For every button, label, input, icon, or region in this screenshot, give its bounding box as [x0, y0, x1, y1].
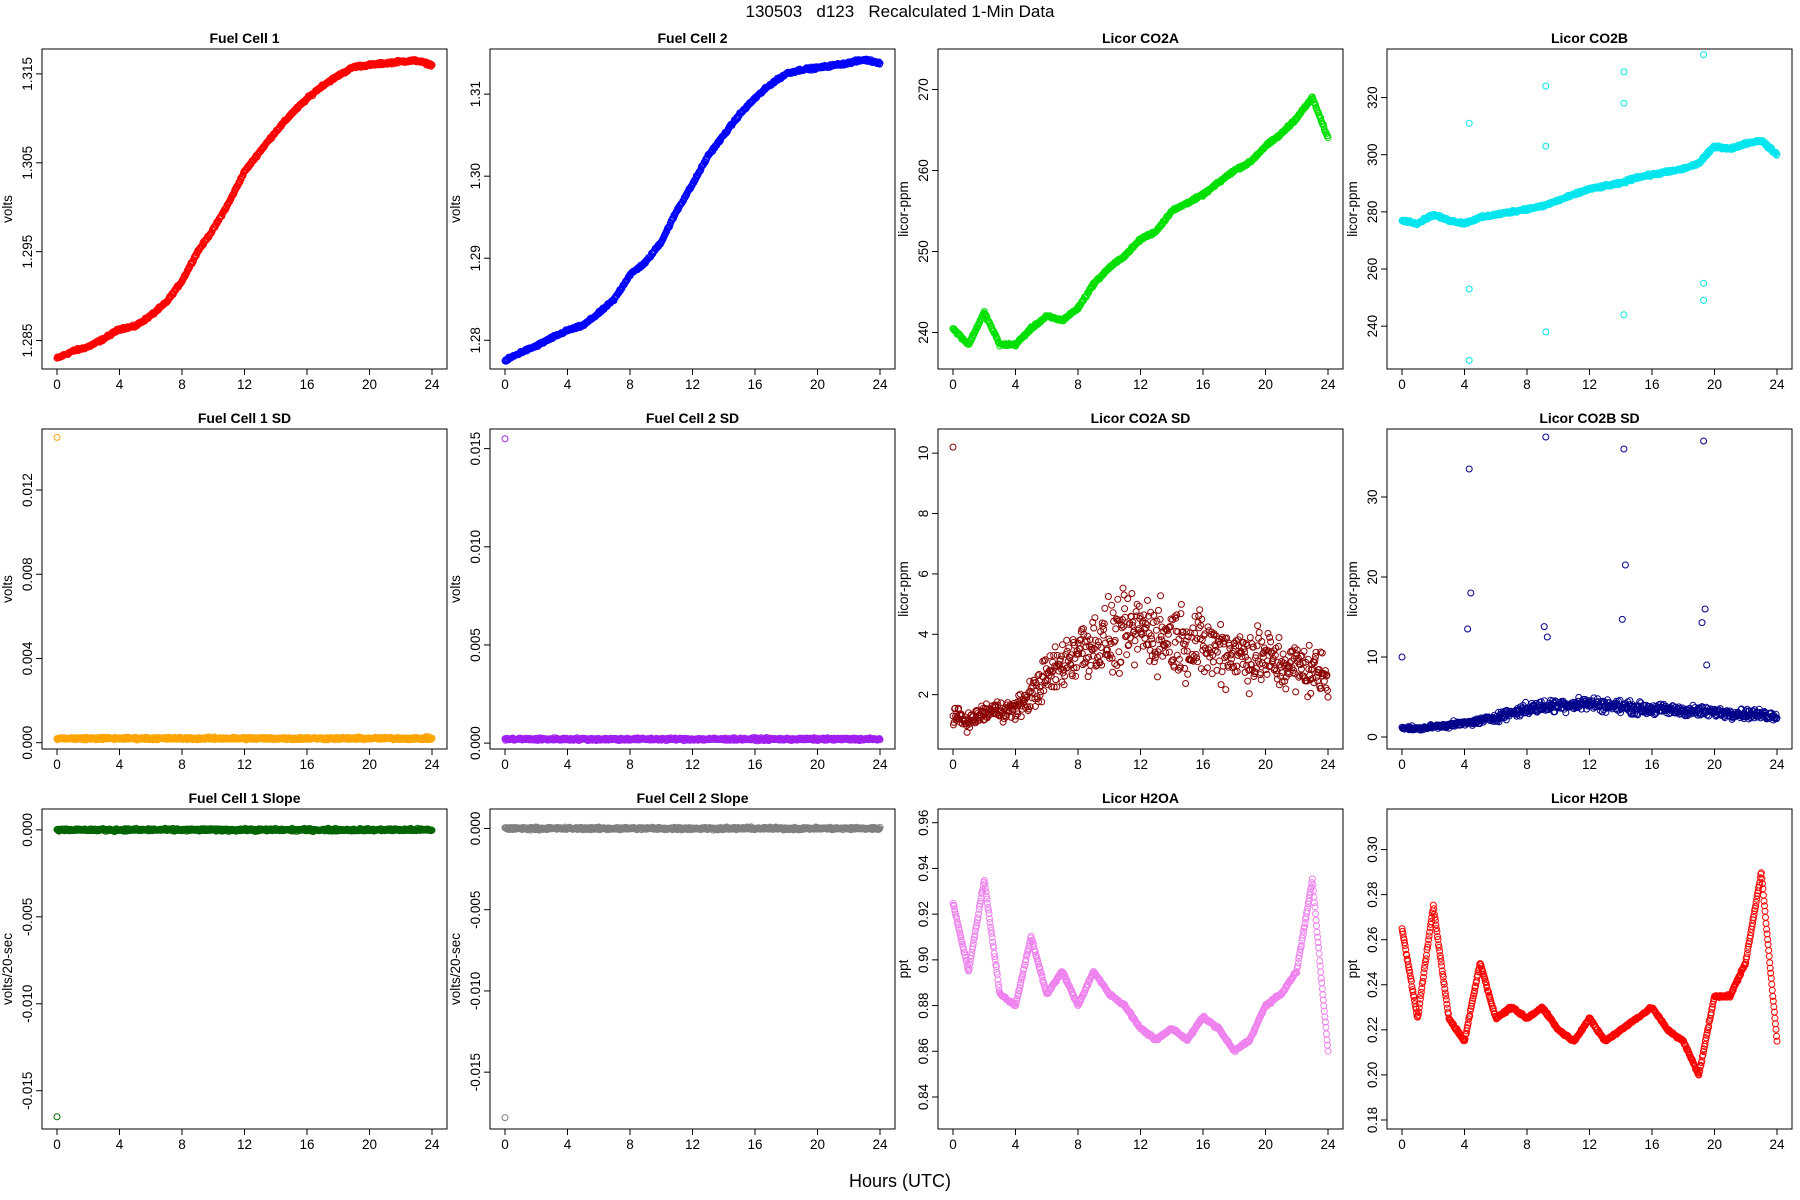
y-tick-label: 250 [916, 240, 931, 263]
x-tick-label: 0 [501, 377, 509, 392]
x-tick-label: 0 [53, 377, 61, 392]
y-tick-label: 240 [916, 321, 931, 344]
x-tick-label: 8 [1074, 377, 1082, 392]
x-tick-label: 24 [1320, 377, 1336, 392]
x-tick-label: 24 [424, 377, 440, 392]
chart-title: Licor CO2A [1102, 30, 1179, 46]
y-tick-label: 1.31 [468, 81, 483, 107]
data-point [428, 61, 436, 69]
x-tick-label: 4 [564, 377, 572, 392]
y-tick-label: 1.28 [468, 327, 483, 353]
x-tick-label: 8 [178, 377, 186, 392]
plot-frame [41, 48, 448, 370]
x-tick-label: 16 [299, 377, 314, 392]
x-tick-label: 12 [1133, 377, 1148, 392]
x-tick-label: 20 [362, 377, 377, 392]
x-tick-label: 12 [685, 377, 700, 392]
y-tick-label: 270 [916, 78, 931, 101]
y-tick-label: 1.30 [468, 163, 483, 189]
data-point [715, 138, 723, 146]
series-points [53, 56, 436, 362]
y-tick-label: 1.295 [20, 235, 35, 269]
x-tick-label: 8 [626, 377, 634, 392]
y-tick-label: 1.29 [468, 245, 483, 271]
x-tick-label: 16 [1195, 377, 1210, 392]
x-tick-label: 4 [116, 377, 124, 392]
y-tick-label: 1.315 [20, 57, 35, 91]
y-tick-label: 1.285 [20, 324, 35, 358]
series-points [501, 55, 884, 365]
y-axis-label: licor-ppm [896, 181, 911, 237]
x-tick-label: 16 [747, 377, 762, 392]
data-point [876, 59, 884, 67]
x-tick-label: 24 [872, 377, 888, 392]
x-tick-label: 20 [1258, 377, 1273, 392]
data-point [709, 147, 717, 155]
x-tick-label: 4 [1012, 377, 1020, 392]
chart-title: Fuel Cell 1 [209, 30, 279, 46]
x-tick-label: 0 [949, 377, 957, 392]
y-axis-label: volts [0, 195, 15, 223]
figure-title: 130503 d123 Recalculated 1-Min Data [745, 2, 1055, 21]
chart-title: Fuel Cell 2 [657, 30, 727, 46]
y-tick-label: 1.305 [20, 146, 35, 180]
x-tick-label: 12 [237, 377, 252, 392]
y-axis-label: volts [448, 195, 463, 223]
y-tick-label: 260 [916, 159, 931, 182]
x-tick-label: 20 [810, 377, 825, 392]
plot-frame [489, 48, 896, 370]
